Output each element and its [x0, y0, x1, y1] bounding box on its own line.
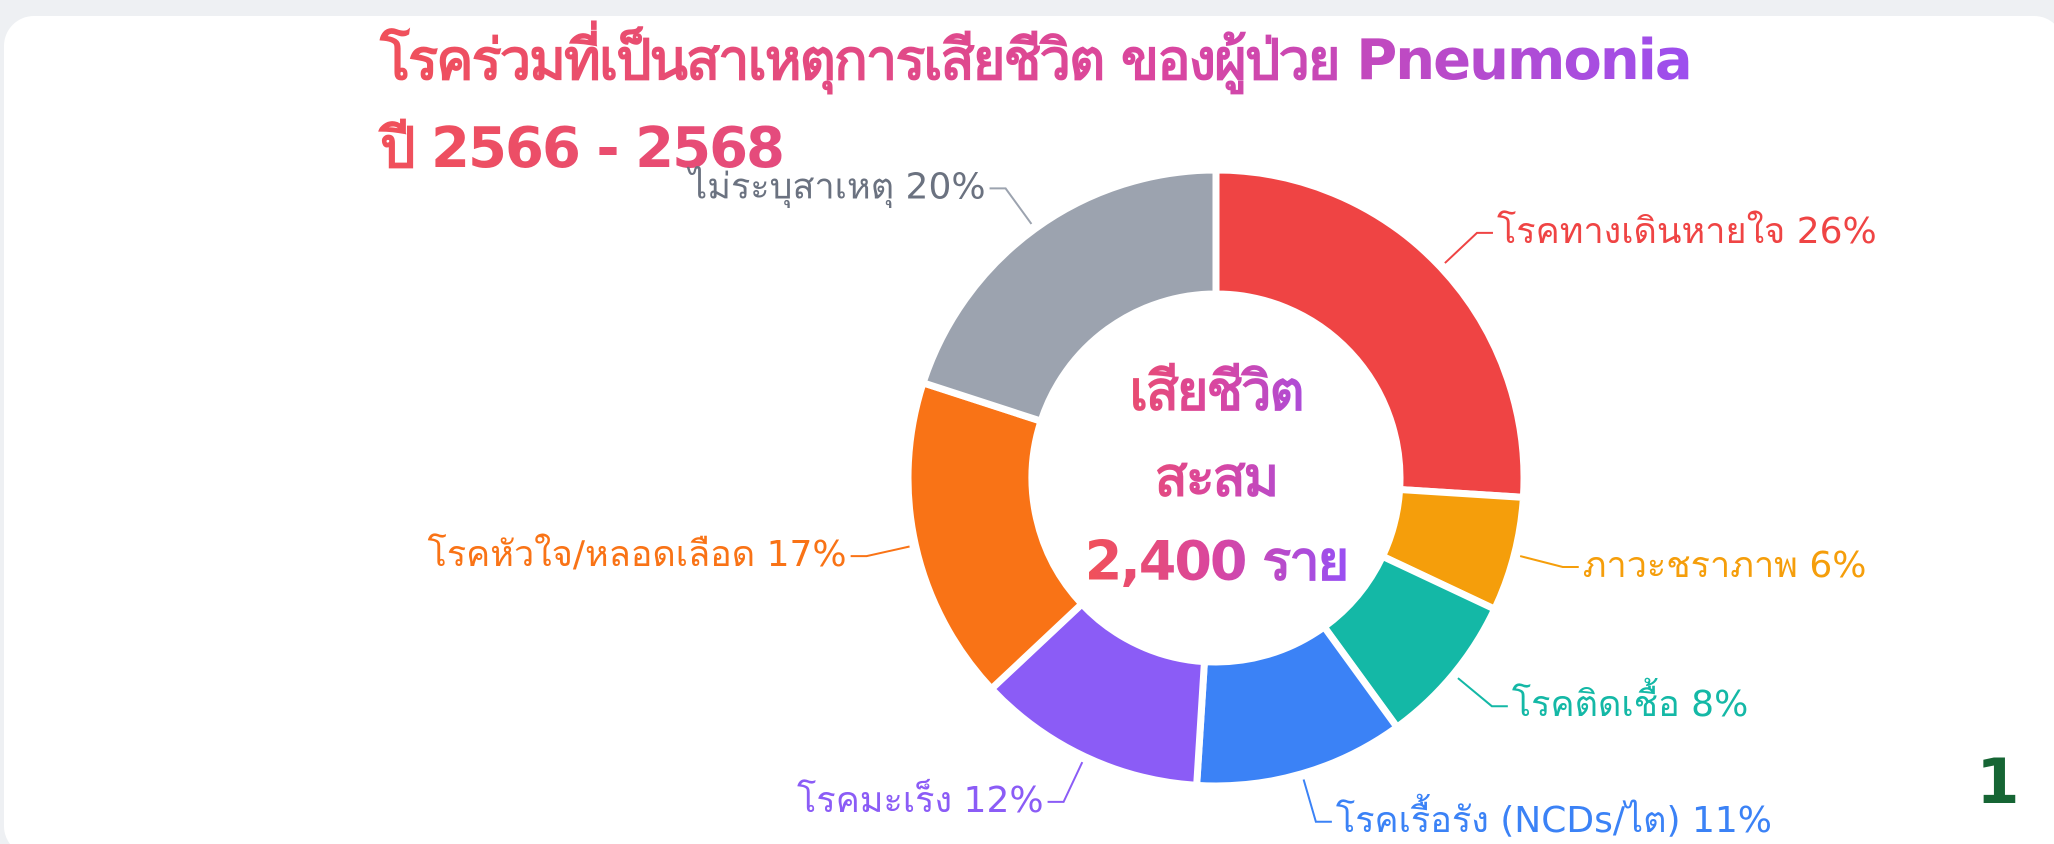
center-text: เสียชีวิต	[1129, 360, 1302, 423]
slice-label: ไม่ระบุสาเหตุ 20%	[686, 165, 985, 208]
chart-title: โรคร่วมที่เป็นสาเหตุการเสียชีวิต ของผู้ป…	[379, 20, 1691, 95]
leader-line	[850, 545, 910, 558]
slice-value: 11%	[1692, 800, 1772, 841]
slice-value: 12%	[964, 780, 1044, 821]
slice-name: โรคทางเดินหายใจ	[1497, 210, 1785, 252]
leader-line	[1302, 779, 1332, 823]
slice-label: โรคเรื้อรัง (NCDs/ไต) 11%	[1336, 793, 1772, 841]
slice-name: โรคเรื้อรัง (NCDs/ไต)	[1336, 793, 1681, 841]
leader-line	[1457, 677, 1508, 708]
chart-subtitle: ปี 2566 - 2568	[378, 116, 783, 181]
slice-name: ภาวะชราภาพ	[1583, 545, 1798, 586]
leader-line	[989, 187, 1033, 225]
slice-name: โรคมะเร็ง	[797, 777, 952, 821]
leader-line	[1444, 231, 1493, 264]
slice-value: 6%	[1809, 545, 1866, 586]
slice-value: 26%	[1797, 211, 1877, 252]
slice-name: โรคหัวใจ/หลอดเลือด	[427, 533, 755, 575]
pie-slice	[918, 166, 1220, 426]
leader-line	[1047, 761, 1084, 803]
slice-label: โรคมะเร็ง 12%	[797, 777, 1044, 821]
pie-slice	[904, 378, 1087, 694]
slice-name: ไม่ระบุสาเหตุ	[686, 165, 894, 208]
center-text: 2,400 ราย	[1085, 530, 1348, 593]
page-number: 1	[1976, 745, 2019, 818]
slice-label: ภาวะชราภาพ 6%	[1583, 545, 1867, 586]
slice-value: 20%	[906, 166, 986, 207]
slice-label: โรคทางเดินหายใจ 26%	[1497, 210, 1877, 252]
center-text: สะสม	[1155, 446, 1278, 509]
slice-name: โรคติดเชื้อ	[1512, 677, 1680, 725]
pie-slice	[1212, 166, 1528, 502]
slice-label: โรคติดเชื้อ 8%	[1512, 677, 1748, 725]
slice-label: โรคหัวใจ/หลอดเลือด 17%	[427, 533, 846, 575]
slice-value: 17%	[767, 534, 847, 575]
slice-value: 8%	[1691, 684, 1748, 725]
leader-line	[1519, 555, 1579, 569]
